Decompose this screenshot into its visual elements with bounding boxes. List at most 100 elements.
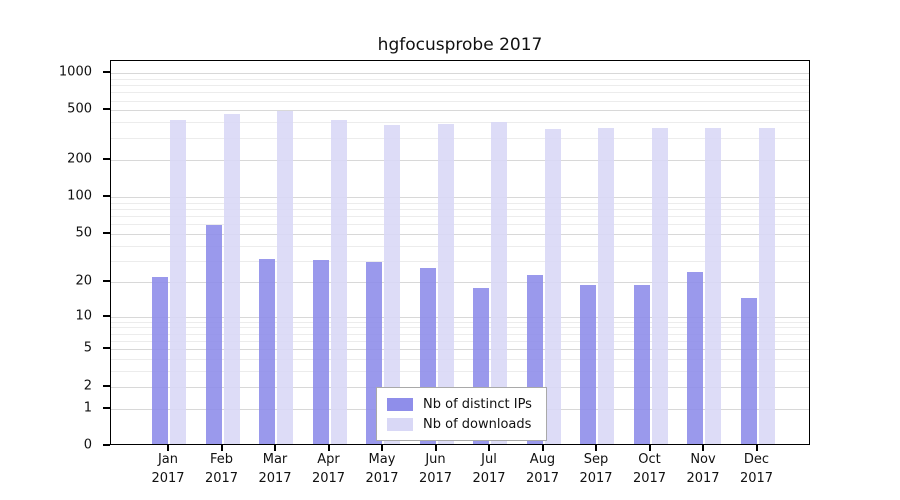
bar-ips-mar xyxy=(259,258,275,444)
chart-title: hgfocusprobe 2017 xyxy=(377,35,543,55)
bar-downloads-oct xyxy=(651,128,668,444)
bar-ips-apr xyxy=(312,260,329,444)
x-tick-mark xyxy=(595,445,597,451)
x-tick-mark xyxy=(381,445,383,451)
y-tick-label: 2 xyxy=(83,378,92,394)
grid-line xyxy=(111,333,809,335)
grid-line xyxy=(111,73,809,74)
y-tick-mark xyxy=(103,71,110,73)
grid-line xyxy=(111,233,809,235)
grid-line xyxy=(111,100,809,102)
y-tick-mark xyxy=(103,194,110,197)
grid-line xyxy=(111,196,809,198)
grid-line xyxy=(111,202,809,204)
y-tick-label: 10 xyxy=(75,308,92,323)
x-tick-label: Aug 2017 xyxy=(525,452,560,486)
grid-line xyxy=(111,78,809,80)
x-tick-mark xyxy=(167,445,169,451)
grid-line xyxy=(111,159,809,161)
grid-line xyxy=(111,245,809,247)
x-tick-mark xyxy=(648,445,651,451)
bar-ips-dec xyxy=(740,297,757,444)
grid-line xyxy=(111,122,809,124)
x-tick-mark xyxy=(434,445,437,451)
x-tick-label: Jul 2017 xyxy=(472,452,506,486)
y-tick-label: 500 xyxy=(67,101,92,117)
y-tick-label: 5 xyxy=(83,340,92,356)
x-tick-label: Sep 2017 xyxy=(579,452,613,486)
y-tick-mark xyxy=(103,157,110,160)
grid-line xyxy=(111,137,809,139)
y-tick-label: 0 xyxy=(83,437,92,453)
y-tick-label: 100 xyxy=(67,188,92,204)
y-tick-mark xyxy=(103,347,110,350)
y-tick-label: 1000 xyxy=(58,64,92,80)
bar-downloads-jun xyxy=(437,123,454,444)
bar-downloads-apr xyxy=(330,120,347,444)
x-tick-label: Apr 2017 xyxy=(311,452,346,486)
grid-line xyxy=(111,110,809,112)
x-tick-label: Jun 2017 xyxy=(418,452,453,486)
grid-line xyxy=(111,281,809,283)
grid-line xyxy=(111,340,809,342)
y-tick-label: 200 xyxy=(67,151,92,167)
bar-downloads-nov xyxy=(705,127,721,444)
x-tick-label: Dec 2017 xyxy=(739,452,774,486)
grid-line xyxy=(111,92,809,94)
y-tick-mark xyxy=(103,444,110,446)
y-tick-mark xyxy=(103,279,110,282)
x-tick-mark xyxy=(541,445,544,451)
bar-ips-nov xyxy=(687,272,703,444)
bar-downloads-jul xyxy=(491,122,507,444)
y-tick-label: 20 xyxy=(75,273,92,289)
grid-line xyxy=(111,327,809,329)
bar-downloads-jan xyxy=(170,120,186,444)
x-tick-label: Jan 2017 xyxy=(151,452,185,486)
legend-item-distinct-ips: Nb of distinct IPs xyxy=(387,394,532,414)
bar-ips-oct xyxy=(633,285,650,444)
x-tick-mark xyxy=(274,445,276,451)
legend-swatch-distinct-ips xyxy=(387,397,413,411)
y-tick-mark xyxy=(103,231,110,234)
y-tick-mark xyxy=(103,384,110,387)
bar-downloads-sep xyxy=(598,127,614,444)
bar-downloads-mar xyxy=(277,110,293,444)
y-tick-mark xyxy=(103,314,110,317)
y-axis: 1000 500 200 100 50 20 10 5 2 1 0 xyxy=(0,0,110,500)
grid-line xyxy=(111,224,809,226)
bar-ips-feb xyxy=(205,224,222,444)
legend-label-distinct-ips: Nb of distinct IPs xyxy=(423,396,532,412)
plot-area xyxy=(110,60,810,445)
bar-ips-sep xyxy=(580,285,596,444)
x-tick-label: Feb 2017 xyxy=(204,452,239,486)
legend-item-downloads: Nb of downloads xyxy=(387,414,532,434)
grid-line xyxy=(111,371,809,373)
bar-downloads-feb xyxy=(223,114,240,444)
grid-line xyxy=(111,260,809,262)
x-tick-label: Nov 2017 xyxy=(686,452,720,486)
legend-label-downloads: Nb of downloads xyxy=(423,416,532,432)
bar-ips-jan xyxy=(152,277,168,444)
grid-line xyxy=(111,359,809,361)
legend-swatch-downloads xyxy=(387,417,413,431)
bar-downloads-dec xyxy=(758,127,775,444)
grid-line xyxy=(111,321,809,323)
x-tick-mark xyxy=(327,445,330,451)
grid-line xyxy=(111,349,809,351)
x-tick-label: May 2017 xyxy=(365,452,399,486)
y-tick-mark xyxy=(103,108,110,111)
x-tick-mark xyxy=(702,445,704,451)
grid-line xyxy=(111,208,809,210)
x-tick-mark xyxy=(488,445,490,451)
y-tick-label: 1 xyxy=(83,400,92,416)
legend: Nb of distinct IPs Nb of downloads xyxy=(376,387,547,441)
x-tick-label: Oct 2017 xyxy=(632,452,667,486)
grid-line xyxy=(111,215,809,217)
y-tick-mark xyxy=(103,406,110,409)
grid-line xyxy=(111,316,809,318)
grid-line xyxy=(111,85,809,86)
x-tick-mark xyxy=(220,445,223,451)
y-tick-label: 50 xyxy=(75,225,92,241)
x-tick-mark xyxy=(755,445,758,451)
